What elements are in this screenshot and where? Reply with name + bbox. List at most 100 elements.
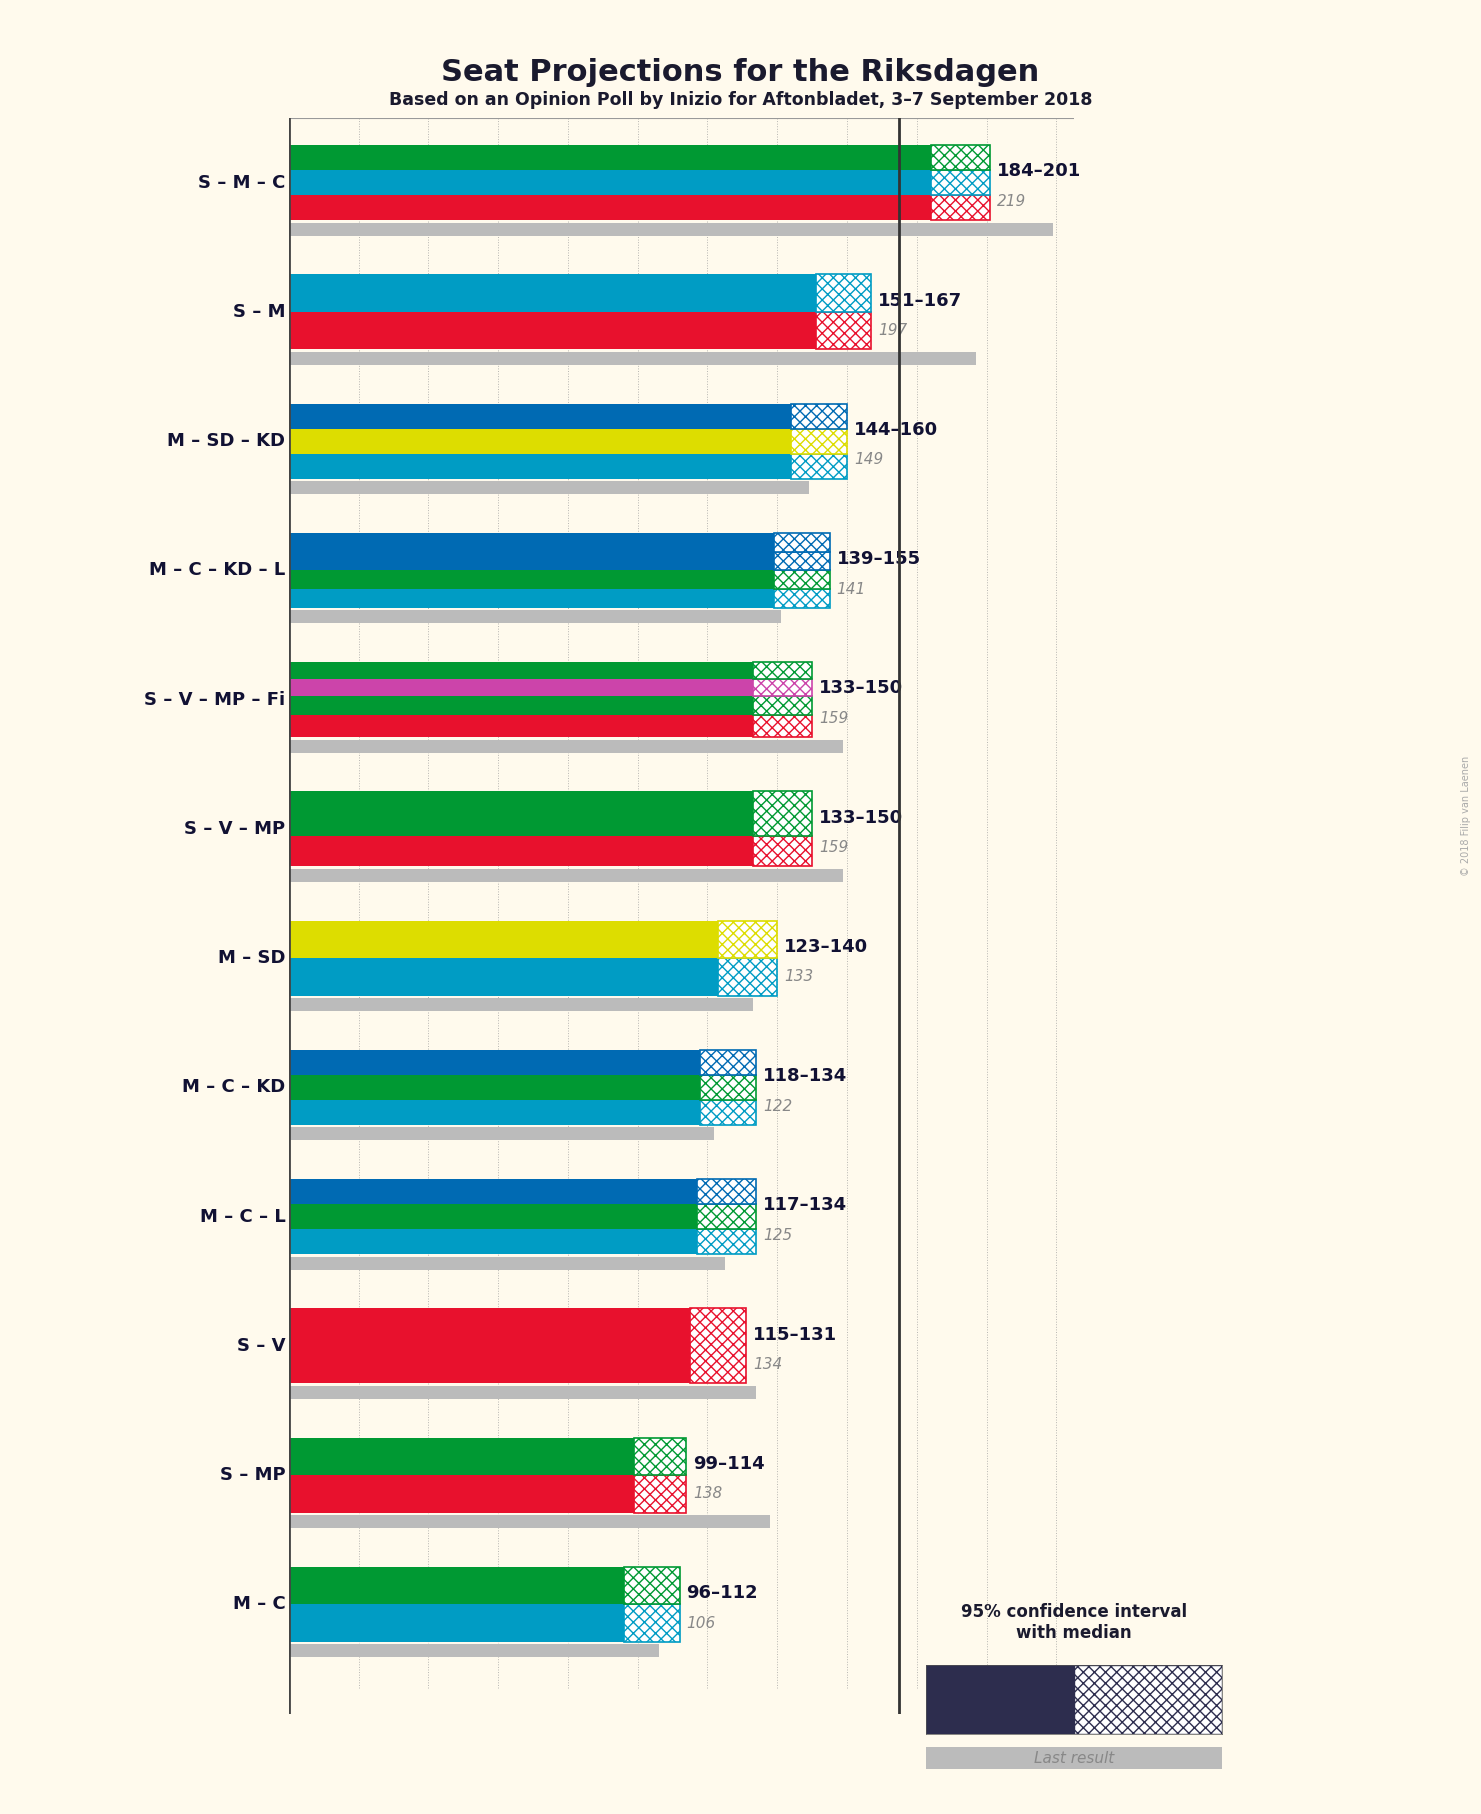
Text: S – V: S – V xyxy=(237,1337,286,1355)
Text: 96–112: 96–112 xyxy=(687,1584,758,1602)
Text: 159: 159 xyxy=(819,840,849,854)
Bar xyxy=(289,223,1053,236)
Bar xyxy=(289,662,752,678)
Bar xyxy=(289,196,930,219)
Bar xyxy=(289,274,816,312)
Text: 99–114: 99–114 xyxy=(693,1455,766,1473)
Text: S – M – C: S – M – C xyxy=(198,174,286,192)
Bar xyxy=(752,697,812,715)
Text: M – SD – KD: M – SD – KD xyxy=(167,432,286,450)
Text: S – M: S – M xyxy=(233,303,286,321)
Bar xyxy=(289,920,718,958)
Bar xyxy=(289,454,791,479)
Bar xyxy=(930,171,989,196)
Bar xyxy=(289,610,780,624)
Bar xyxy=(718,958,778,996)
Text: 122: 122 xyxy=(763,1099,792,1114)
Text: 144–160: 144–160 xyxy=(855,421,937,439)
Text: 139–155: 139–155 xyxy=(837,550,921,568)
Bar xyxy=(698,1230,757,1253)
Text: 118–134: 118–134 xyxy=(763,1067,847,1085)
Bar xyxy=(624,1567,680,1604)
Bar xyxy=(289,1645,659,1658)
Bar xyxy=(289,1475,634,1513)
Bar xyxy=(289,481,809,493)
Text: 197: 197 xyxy=(878,323,908,337)
Bar xyxy=(752,836,812,867)
Bar xyxy=(289,1308,690,1384)
Text: M – C – KD – L: M – C – KD – L xyxy=(150,561,286,579)
Text: 151–167: 151–167 xyxy=(878,292,963,310)
Bar xyxy=(289,1386,757,1399)
Text: M – C: M – C xyxy=(233,1595,286,1613)
Text: 134: 134 xyxy=(752,1357,782,1371)
Bar xyxy=(289,1230,698,1253)
Text: 115–131: 115–131 xyxy=(752,1326,837,1344)
Bar xyxy=(634,1439,687,1475)
Text: 133–150: 133–150 xyxy=(819,809,903,827)
Bar xyxy=(289,570,773,590)
Bar xyxy=(791,403,847,428)
Bar xyxy=(698,1204,757,1230)
Text: 219: 219 xyxy=(997,194,1026,209)
Text: Seat Projections for the Riksdagen: Seat Projections for the Riksdagen xyxy=(441,58,1040,87)
Bar xyxy=(624,1604,680,1642)
Text: S – V – MP: S – V – MP xyxy=(184,820,286,838)
Text: 149: 149 xyxy=(855,452,883,468)
Bar xyxy=(289,312,816,350)
Bar xyxy=(289,352,976,365)
Bar xyxy=(752,715,812,736)
Bar xyxy=(289,428,791,454)
Bar xyxy=(773,590,829,608)
Bar xyxy=(773,533,829,551)
Bar xyxy=(773,570,829,590)
Bar xyxy=(289,1604,624,1642)
Bar xyxy=(289,1257,724,1270)
Text: 138: 138 xyxy=(693,1486,723,1502)
Bar xyxy=(289,1439,634,1475)
Text: 106: 106 xyxy=(687,1616,715,1631)
Text: 133–150: 133–150 xyxy=(819,678,903,697)
Bar xyxy=(718,920,778,958)
Text: Last result: Last result xyxy=(1034,1751,1114,1765)
Bar xyxy=(289,1567,624,1604)
Bar xyxy=(791,428,847,454)
Bar xyxy=(701,1050,757,1076)
Text: 125: 125 xyxy=(763,1228,792,1243)
Bar xyxy=(289,551,773,570)
Bar xyxy=(289,1099,701,1125)
Bar xyxy=(289,590,773,608)
Bar xyxy=(752,791,812,836)
Bar xyxy=(816,274,871,312)
Bar xyxy=(289,533,773,551)
Bar xyxy=(701,1099,757,1125)
Bar xyxy=(698,1179,757,1204)
Text: S – V – MP – Fi: S – V – MP – Fi xyxy=(144,691,286,709)
Bar xyxy=(289,1050,701,1076)
Bar xyxy=(289,1515,770,1527)
Bar xyxy=(1074,1665,1222,1734)
Text: 117–134: 117–134 xyxy=(763,1197,847,1214)
Text: © 2018 Filip van Laenen: © 2018 Filip van Laenen xyxy=(1462,756,1471,876)
Bar xyxy=(930,145,989,171)
Bar xyxy=(791,454,847,479)
Text: M – C – L: M – C – L xyxy=(200,1208,286,1226)
Text: 141: 141 xyxy=(837,582,866,597)
Bar xyxy=(289,171,930,196)
Text: 95% confidence interval
with median: 95% confidence interval with median xyxy=(961,1604,1186,1642)
Bar xyxy=(289,1128,714,1141)
Bar xyxy=(752,662,812,678)
Text: 184–201: 184–201 xyxy=(997,161,1081,180)
Bar xyxy=(289,958,718,996)
Bar xyxy=(926,1665,1074,1734)
Text: Based on an Opinion Poll by Inizio for Aftonbladet, 3–7 September 2018: Based on an Opinion Poll by Inizio for A… xyxy=(388,91,1093,109)
Bar xyxy=(289,1204,698,1230)
Text: 123–140: 123–140 xyxy=(783,938,868,956)
Text: 159: 159 xyxy=(819,711,849,726)
Bar xyxy=(289,403,791,428)
Bar xyxy=(289,791,752,836)
Bar xyxy=(930,196,989,219)
Bar xyxy=(289,1076,701,1099)
Bar xyxy=(289,998,752,1010)
Bar xyxy=(289,145,930,171)
